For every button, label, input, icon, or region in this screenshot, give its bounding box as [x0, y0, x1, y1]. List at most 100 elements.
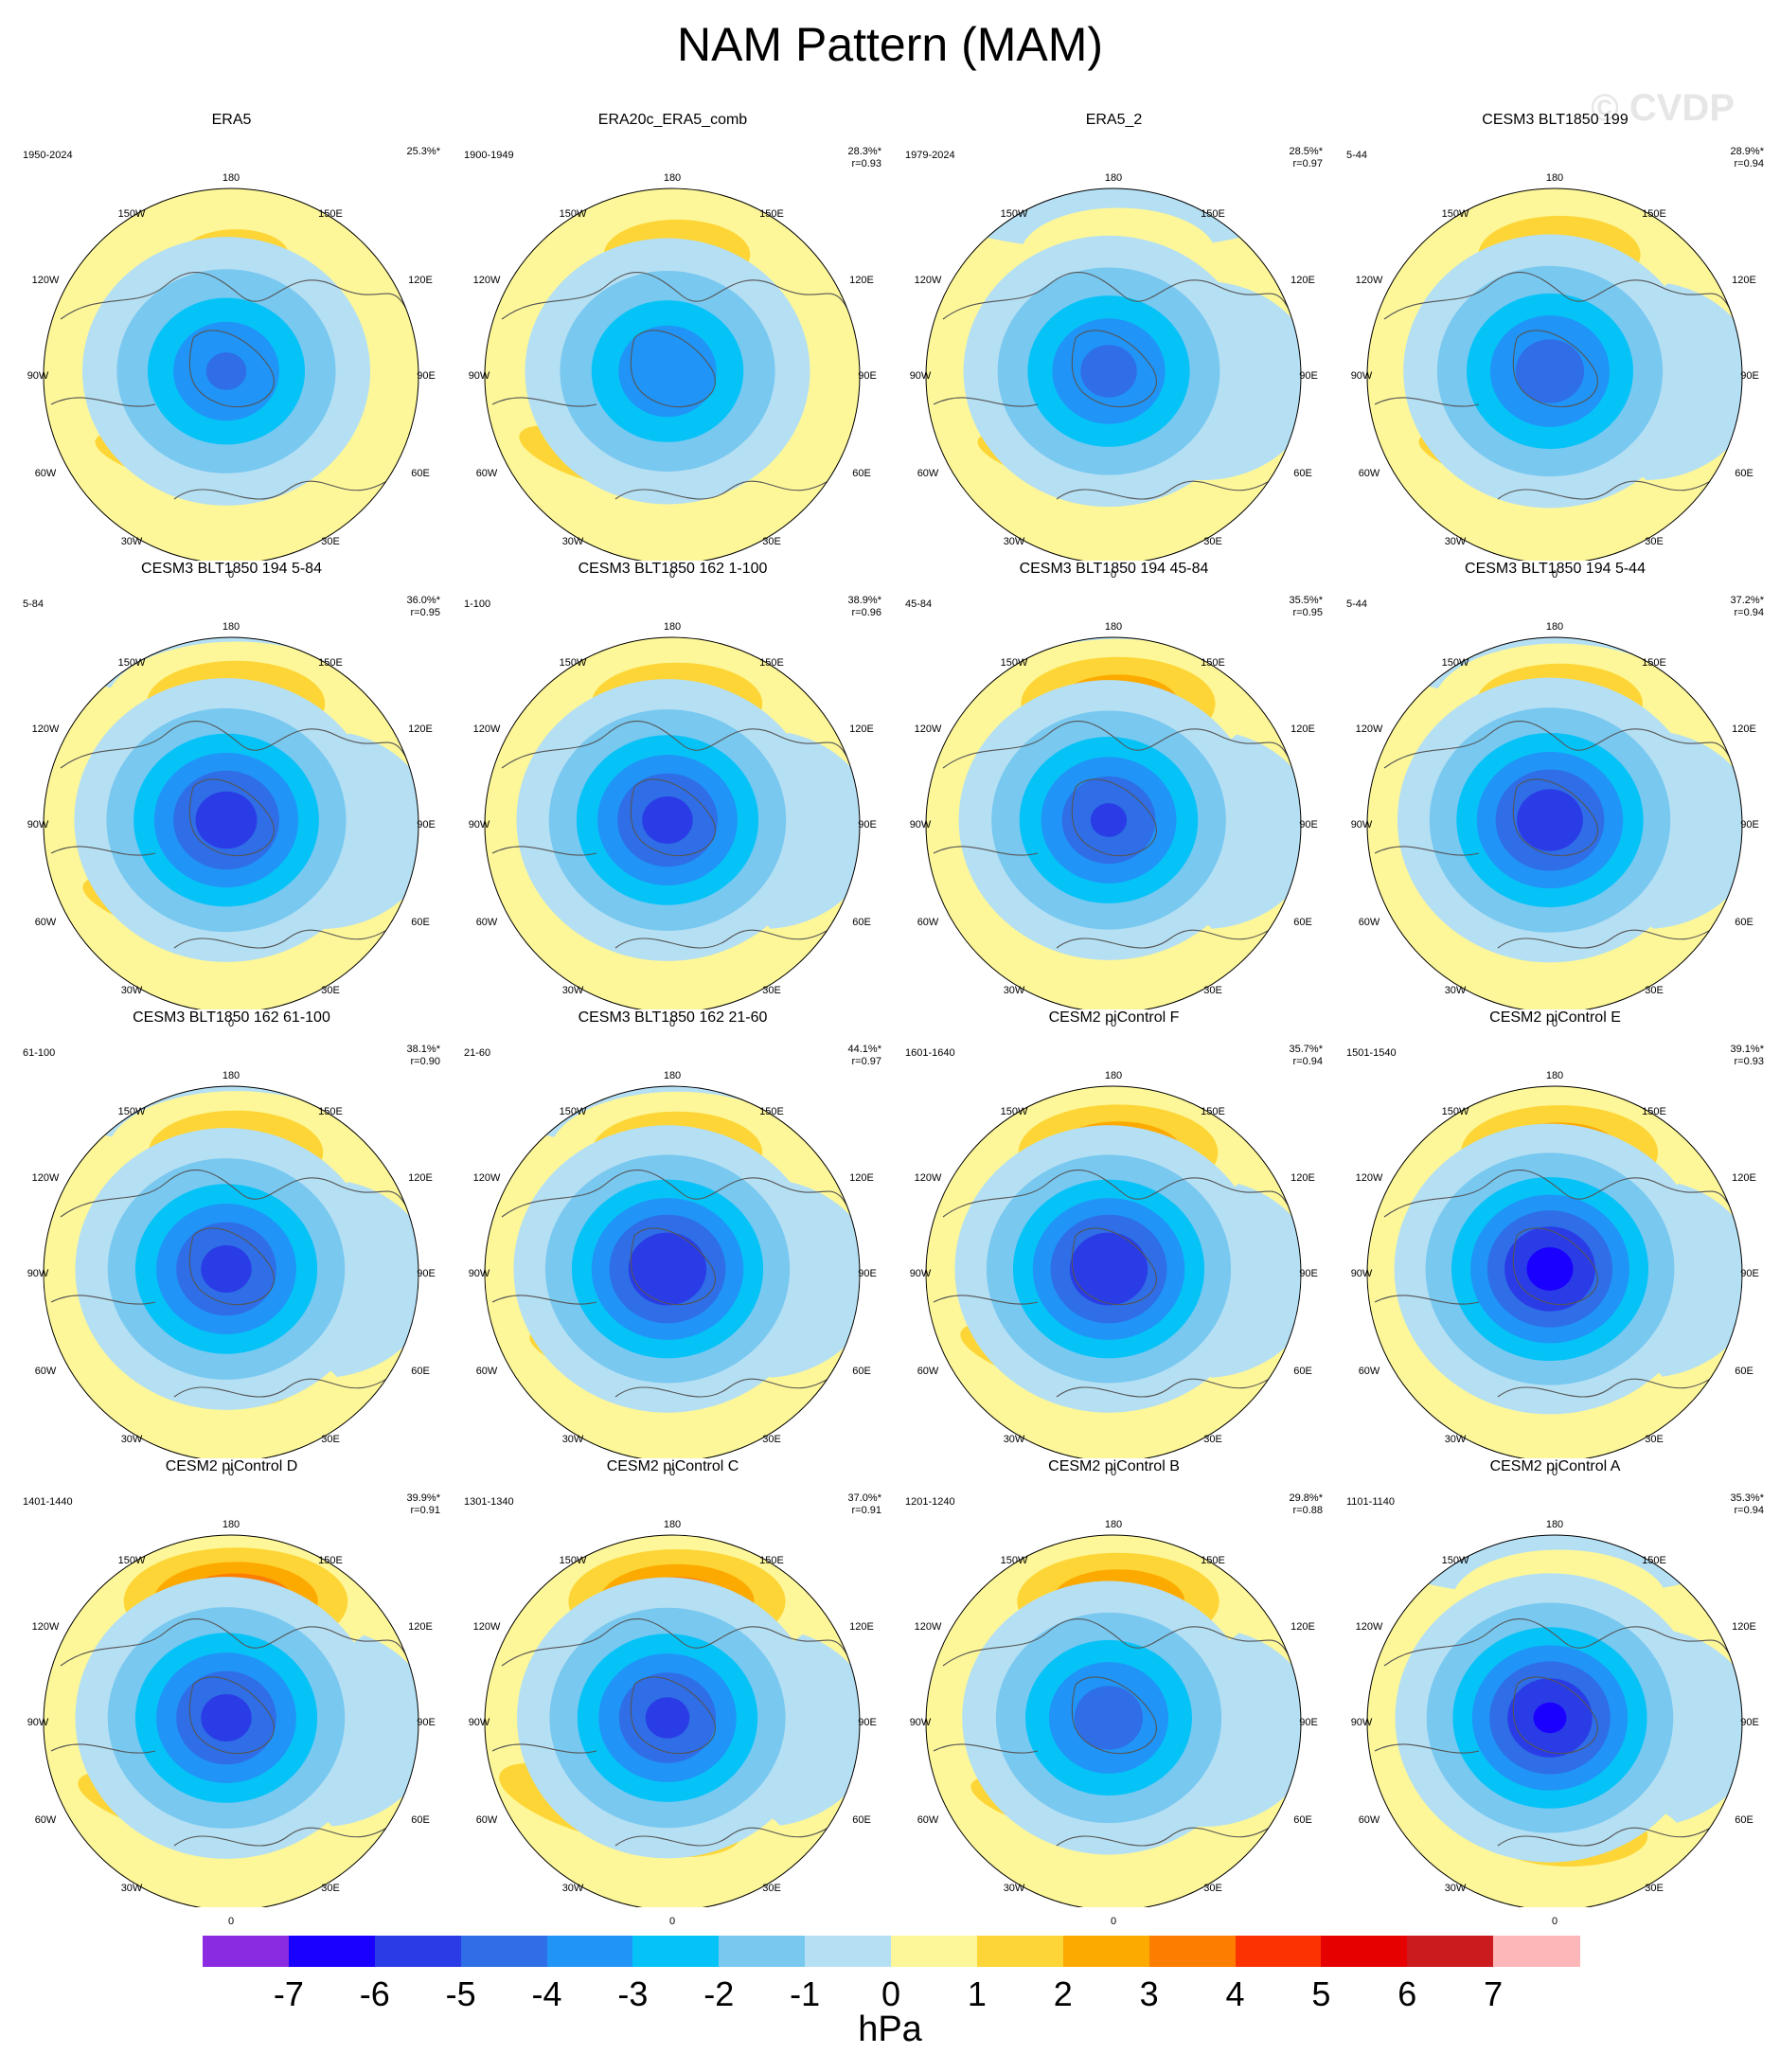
map-border	[43, 636, 419, 1009]
map-panel: CESM3 BLT1850 194 45-84 45-84 35.5%* r=0.95…	[894, 561, 1334, 1029]
colorbar-swatch	[891, 1936, 978, 1967]
longitude-label: 150W	[1441, 208, 1469, 220]
map-panel: CESM3 BLT1850 162 61-100 61-100 38.1%* r=0.…	[11, 1009, 452, 1478]
map-panel: CESM2 piControl C 1301-1340 37.0%* r=0.91 18…	[453, 1458, 893, 1927]
pressure-field	[485, 188, 860, 561]
longitude-label: 60W	[475, 1366, 498, 1377]
longitude-label: 0	[668, 1916, 676, 1927]
panel-title: CESM2 piControl F	[1048, 1009, 1180, 1026]
longitude-label: 90W	[468, 819, 490, 831]
variance-explained: 28.3%*	[847, 146, 881, 157]
pattern-correlation: r=0.91	[851, 1505, 882, 1516]
panel-stats: 38.1%* r=0.90	[407, 1044, 440, 1068]
variance-explained: 37.2%*	[1730, 595, 1764, 606]
variance-explained: 29.8%*	[1289, 1492, 1323, 1504]
variance-explained: 37.0%*	[847, 1492, 881, 1504]
longitude-label: 90W	[468, 1717, 490, 1728]
longitude-label: 120E	[408, 723, 433, 735]
pattern-correlation: r=0.91	[410, 1505, 441, 1516]
pressure-field	[44, 1086, 418, 1458]
colorbar-swatch	[203, 1936, 290, 1967]
map-border	[484, 1085, 861, 1458]
longitude-label: 30W	[120, 985, 143, 996]
variance-explained: 39.9%*	[406, 1492, 440, 1504]
longitude-label: 180	[1104, 1070, 1123, 1081]
pressure-field	[1367, 1086, 1742, 1458]
panel-stats: 37.2%* r=0.94	[1731, 595, 1764, 619]
longitude-label: 150E	[318, 1106, 343, 1117]
longitude-label: 30E	[1645, 1883, 1664, 1894]
longitude-label: 90W	[1350, 819, 1373, 831]
longitude-label: 30E	[321, 1434, 340, 1445]
polar-low-contour	[628, 1232, 707, 1306]
longitude-label: 120E	[1290, 1621, 1315, 1633]
longitude-label: 180	[222, 621, 240, 633]
panel-period: 5-44	[1346, 150, 1368, 161]
longitude-label: 60E	[852, 917, 871, 928]
longitude-label: 150W	[1441, 1555, 1469, 1566]
longitude-label: 120W	[1355, 723, 1383, 735]
longitude-label: 0	[1551, 1916, 1558, 1927]
panel-title: ERA5_2	[1085, 112, 1143, 128]
colorbar-swatch	[460, 1936, 547, 1967]
panel-period: 1900-1949	[464, 150, 514, 161]
variance-explained: 38.9%*	[847, 595, 881, 606]
longitude-label: 0	[1110, 1467, 1117, 1478]
longitude-label: 150W	[559, 208, 587, 220]
longitude-label: 30W	[1003, 985, 1025, 996]
map-panel: ERA5 1950-2024 25.3%* 180 0 150W 150E 120W 120E 9…	[11, 112, 452, 581]
colorbar-swatch	[546, 1936, 633, 1967]
polar-map	[925, 1085, 1302, 1458]
longitude-label: 30E	[1203, 536, 1222, 547]
colorbar-swatch	[1321, 1936, 1408, 1967]
longitude-label: 90W	[468, 1268, 490, 1279]
longitude-label: 30E	[762, 536, 781, 547]
longitude-label: 90W	[909, 819, 932, 831]
map-border	[484, 636, 861, 1009]
variance-explained: 28.5%*	[1289, 146, 1323, 157]
polar-map	[1366, 636, 1743, 1009]
longitude-label: 150E	[759, 1555, 784, 1566]
longitude-label: 90E	[858, 819, 877, 831]
longitude-label: 30E	[1203, 1434, 1222, 1445]
polar-low-contour	[1533, 1702, 1567, 1734]
longitude-label: 60E	[1293, 468, 1312, 479]
pattern-correlation: r=0.94	[1292, 1056, 1324, 1067]
panel-period: 1401-1440	[23, 1496, 73, 1508]
longitude-label: 30W	[561, 536, 584, 547]
map-panel: CESM2 piControl B 1201-1240 29.8%* r=0.88 18…	[894, 1458, 1334, 1927]
longitude-label: 60E	[852, 1366, 871, 1377]
longitude-label: 120W	[472, 1621, 501, 1633]
longitude-label: 90E	[1740, 1717, 1759, 1728]
longitude-label: 180	[222, 1519, 240, 1530]
longitude-label: 120E	[1290, 723, 1315, 735]
longitude-label: 120E	[1732, 1172, 1756, 1184]
map-border	[925, 1534, 1302, 1907]
polar-low-contour	[1515, 339, 1585, 403]
longitude-label: 90E	[1740, 819, 1759, 831]
longitude-label: 180	[663, 621, 682, 633]
longitude-label: 60E	[1735, 917, 1753, 928]
longitude-label: 90E	[417, 1268, 436, 1279]
colorbar-swatch	[1062, 1936, 1150, 1967]
coastline	[491, 1170, 853, 1398]
longitude-label: 180	[1545, 1519, 1564, 1530]
longitude-label: 30W	[120, 1434, 143, 1445]
longitude-label: 60E	[1735, 1814, 1753, 1826]
longitude-label: 30W	[1003, 1883, 1025, 1894]
longitude-label: 120W	[914, 1621, 942, 1633]
longitude-label: 150W	[1441, 1106, 1469, 1117]
longitude-label: 0	[227, 569, 235, 581]
variance-explained: 39.1%*	[1730, 1044, 1764, 1055]
panel-title: CESM2 piControl D	[165, 1458, 298, 1474]
panel-stats: 44.1%* r=0.97	[848, 1044, 881, 1068]
coastline	[933, 1170, 1294, 1398]
pattern-correlation: r=0.88	[1292, 1505, 1324, 1516]
coastline	[1374, 272, 1736, 500]
longitude-label: 180	[1545, 172, 1564, 184]
longitude-label: 150E	[318, 1555, 343, 1566]
longitude-label: 60W	[917, 1366, 939, 1377]
colorbar-swatch	[719, 1936, 806, 1967]
longitude-label: 60E	[1293, 1814, 1312, 1826]
polar-map	[484, 1085, 861, 1458]
